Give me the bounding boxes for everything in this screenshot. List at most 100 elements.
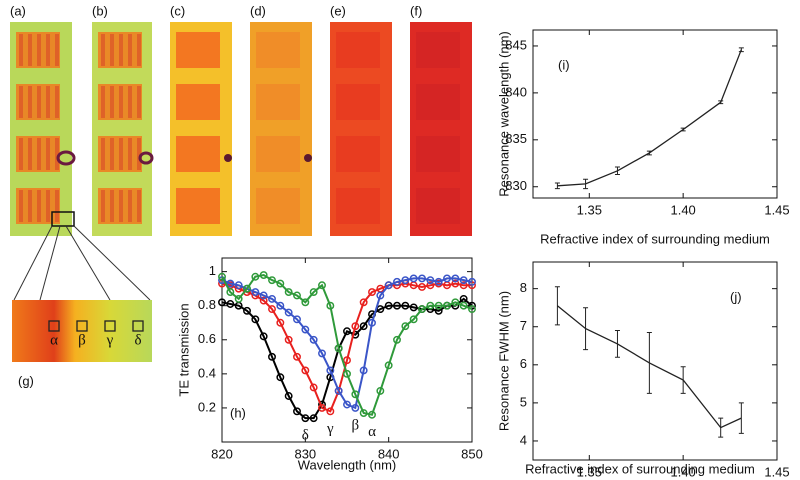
marker xyxy=(259,291,268,300)
marker xyxy=(243,306,251,315)
marker xyxy=(376,291,385,300)
marker xyxy=(276,373,285,382)
image-block xyxy=(176,136,220,172)
image-stripe xyxy=(119,138,123,170)
image-stripe xyxy=(55,86,59,118)
x-axis-label: Refractive index of surrounding medium xyxy=(540,231,770,246)
image-stripe xyxy=(46,34,50,66)
x-tick-label: 1.35 xyxy=(577,202,602,217)
marker xyxy=(351,322,360,331)
plot-frame xyxy=(532,261,778,461)
image-stripe xyxy=(28,190,32,222)
marker xyxy=(343,369,351,378)
marker xyxy=(326,301,335,310)
zoom-line xyxy=(39,225,61,301)
zoom-line xyxy=(65,225,111,301)
marker xyxy=(309,288,318,297)
image-stripe xyxy=(37,138,41,170)
marker xyxy=(251,272,260,281)
y-tick-label: 0.4 xyxy=(198,365,216,380)
marker xyxy=(376,386,385,395)
y-tick-label: 845 xyxy=(505,37,527,52)
image-stripe xyxy=(19,190,23,222)
marker xyxy=(293,315,301,324)
plot-frame xyxy=(532,29,778,199)
annotation: α xyxy=(368,424,376,440)
marker xyxy=(434,277,443,286)
marker xyxy=(451,298,460,307)
marker xyxy=(326,366,335,375)
panel-label: (i) xyxy=(558,57,570,72)
y-axis-label: TE transmission xyxy=(176,303,191,396)
panel-label: (j) xyxy=(730,289,742,304)
series-line xyxy=(221,282,472,413)
error-bar xyxy=(554,182,560,190)
marker xyxy=(351,390,360,399)
marker xyxy=(309,383,318,392)
x-tick-label: 830 xyxy=(294,446,316,461)
x-tick-label: 1.45 xyxy=(764,202,789,217)
image-block xyxy=(256,136,300,172)
marker xyxy=(301,298,310,307)
image-block xyxy=(416,32,460,68)
marker xyxy=(234,281,243,290)
plot-frame xyxy=(221,257,473,443)
error-bar xyxy=(680,366,686,394)
marker xyxy=(351,403,360,412)
image-stripe xyxy=(37,190,41,222)
marker xyxy=(368,318,376,327)
marker xyxy=(309,414,318,423)
image-stripe xyxy=(46,190,50,222)
marker xyxy=(468,305,476,314)
image-stripe xyxy=(28,86,32,118)
marker xyxy=(443,274,451,283)
marker xyxy=(459,301,468,310)
marker xyxy=(393,335,401,344)
error-bar xyxy=(646,150,652,156)
image-stripe xyxy=(55,138,59,170)
marker xyxy=(259,271,268,279)
image-stripe xyxy=(137,86,141,118)
marker xyxy=(459,281,468,290)
x-tick-label: 1.35 xyxy=(577,464,602,479)
image-block xyxy=(336,136,380,172)
image-stripe xyxy=(119,190,123,222)
marker xyxy=(284,308,293,317)
marker xyxy=(384,361,393,370)
marker xyxy=(234,294,243,303)
series-line xyxy=(221,277,473,410)
image-stripe xyxy=(110,86,114,118)
marker xyxy=(284,392,293,400)
image-stripe xyxy=(19,86,23,118)
annotation: δ xyxy=(302,428,309,444)
x-tick-label: 840 xyxy=(378,446,400,461)
marker xyxy=(309,335,318,344)
image-block xyxy=(256,84,300,120)
zoom-square xyxy=(48,320,60,332)
marker xyxy=(276,318,285,327)
zoom-line xyxy=(73,225,151,301)
image-stripe xyxy=(128,86,132,118)
error-bar xyxy=(614,330,620,358)
marker xyxy=(218,272,226,281)
error-bar xyxy=(738,47,744,53)
marker xyxy=(251,315,260,324)
error-bar xyxy=(614,166,620,176)
marker xyxy=(426,281,435,290)
marker xyxy=(401,322,410,331)
marker xyxy=(393,277,401,286)
image-stripe xyxy=(101,34,105,66)
marker xyxy=(276,279,285,288)
image-spot xyxy=(56,150,76,166)
image-stripe xyxy=(137,138,141,170)
image-spot xyxy=(138,151,154,165)
panel-label: (c) xyxy=(170,3,185,18)
x-tick-label: 1.40 xyxy=(670,464,695,479)
marker xyxy=(359,409,368,417)
image-stripe xyxy=(101,86,105,118)
marker xyxy=(293,407,301,416)
zoom-label: δ xyxy=(134,332,141,348)
error-bar xyxy=(680,127,686,132)
zoom-square xyxy=(76,320,88,332)
marker xyxy=(284,288,293,297)
